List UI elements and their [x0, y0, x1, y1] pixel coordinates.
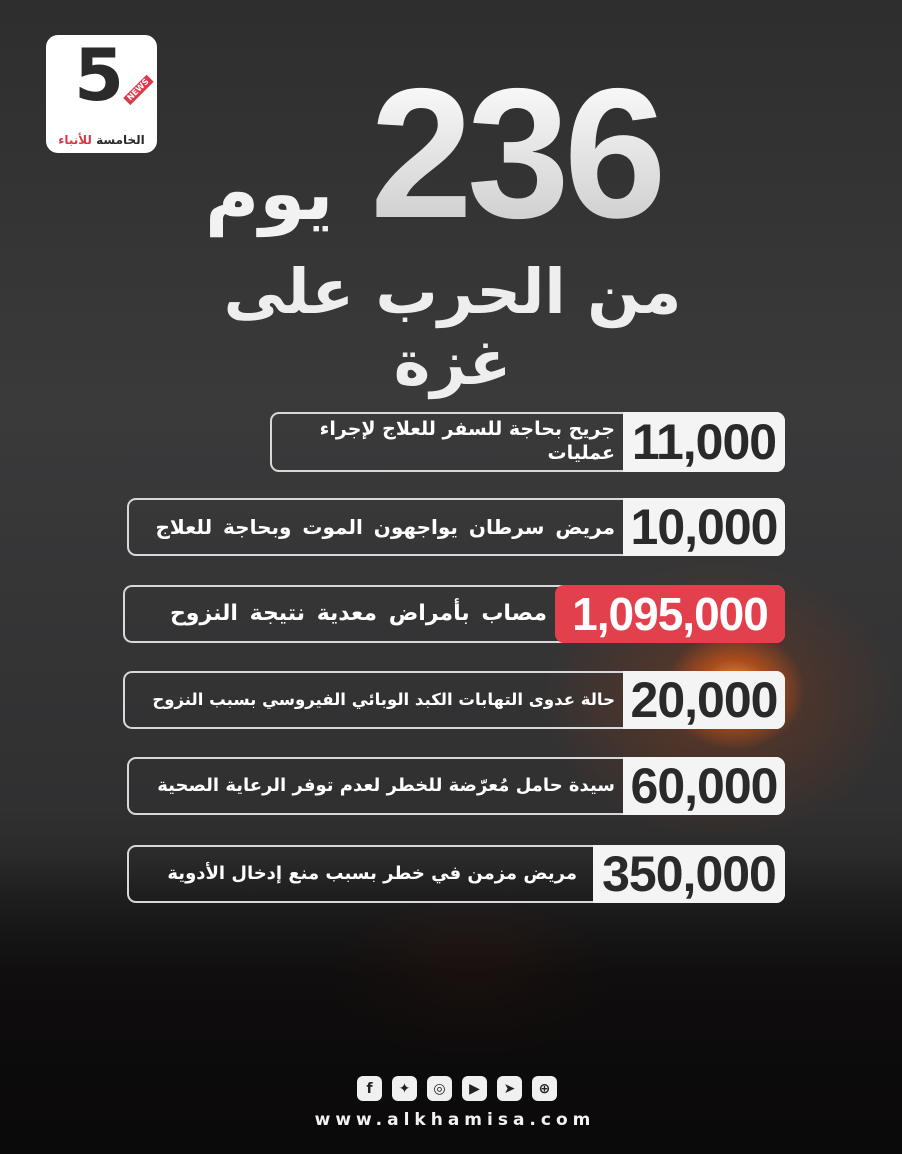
- logo-name: الخامسة: [96, 132, 145, 147]
- stat-row: 20,000 حالة عدوى التهابات الكبد الوبائي …: [123, 671, 785, 729]
- stat-label: مريض مزمن في خطر بسبب منع إدخال الأدوية: [167, 862, 577, 884]
- logo-name-accent: للأنباء: [58, 132, 92, 147]
- stat-value: 60,000: [623, 757, 785, 815]
- stat-row: 350,000 مريض مزمن في خطر بسبب منع إدخال …: [127, 845, 785, 903]
- logo-badge: NEWS: [123, 74, 154, 106]
- website-link[interactable]: www.alkhamisa.com: [314, 1110, 596, 1130]
- stat-value: 20,000: [623, 671, 785, 729]
- stat-label: حالة عدوى التهابات الكبد الوبائي الفيروس…: [152, 689, 615, 709]
- instagram-icon[interactable]: ◎: [427, 1076, 452, 1101]
- stat-row: 10,000 مريض سرطان يواجهون الموت وبحاجة ل…: [127, 498, 785, 556]
- days-word: يوم: [205, 151, 334, 237]
- stat-value: 11,000: [623, 412, 785, 472]
- stat-label: سيدة حامل مُعرّضة للخطر لعدم توفر الرعاي…: [157, 774, 615, 796]
- headline-subtitle: من الحرب على غزة: [223, 255, 682, 400]
- social-links: f ✦ ◎ ▶ ➤ ⊕: [357, 1076, 557, 1101]
- stat-value: 1,095,000: [555, 585, 785, 643]
- youtube-icon[interactable]: ▶: [462, 1076, 487, 1101]
- twitter-icon[interactable]: ✦: [392, 1076, 417, 1101]
- telegram-icon[interactable]: ➤: [497, 1076, 522, 1101]
- stat-value: 350,000: [593, 845, 785, 903]
- stat-row: 60,000 سيدة حامل مُعرّضة للخطر لعدم توفر…: [127, 757, 785, 815]
- stat-row: 11,000 جريح بحاجة للسفر للعلاج لإجراء عم…: [270, 412, 785, 472]
- logo-text: الخامسة للأنباء: [46, 133, 157, 147]
- stat-label: جريح بحاجة للسفر للعلاج لإجراء عمليات: [319, 418, 615, 464]
- city-skyline-background: [0, 854, 902, 1154]
- logo-numeral: 5: [74, 33, 125, 117]
- stat-value: 10,000: [623, 498, 785, 556]
- stat-label: مريض سرطان يواجهون الموت وبحاجة للعلاج: [155, 514, 615, 539]
- days-count: 236: [370, 51, 667, 257]
- dribbble-icon[interactable]: ⊕: [532, 1076, 557, 1101]
- facebook-icon[interactable]: f: [357, 1076, 382, 1101]
- logo: 5 NEWS الخامسة للأنباء: [46, 35, 157, 153]
- stat-label: مصاب بأمراض معدية نتيجة النزوح: [169, 601, 547, 627]
- stat-row: 1,095,000 مصاب بأمراض معدية نتيجة النزوح: [123, 585, 785, 643]
